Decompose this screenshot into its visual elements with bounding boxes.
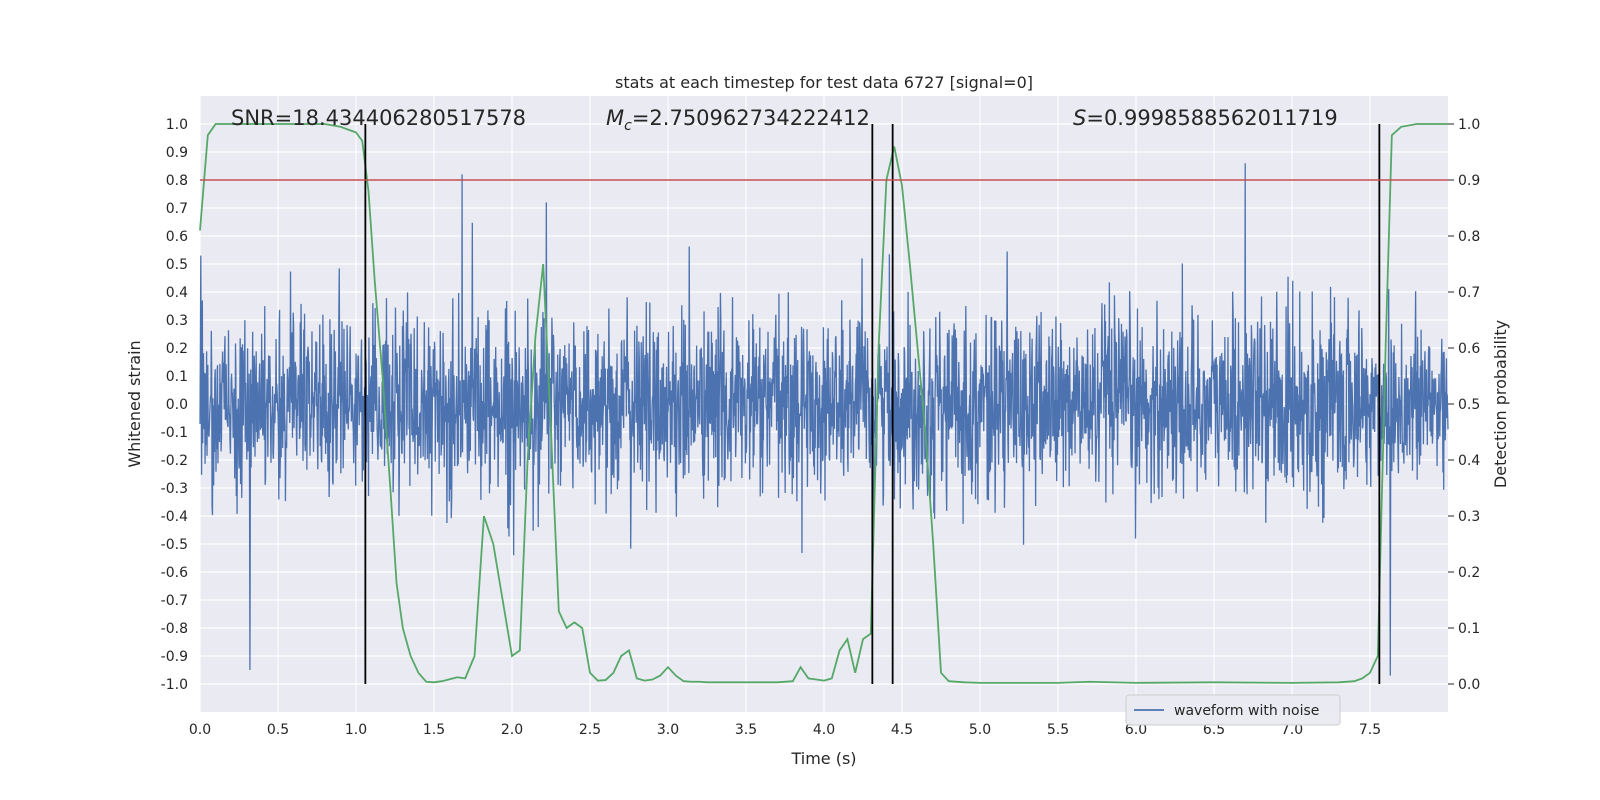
legend: waveform with noise: [1125, 694, 1341, 726]
annotation-s-value: =0.9998588562011719: [1086, 106, 1337, 130]
y-tick-label: 1.0: [166, 117, 188, 133]
y-tick-label: -0.4: [161, 509, 188, 525]
y-tick-label: 0.0: [166, 397, 188, 413]
y-tick-label: 0.2: [166, 341, 188, 357]
x-tick-label: 4.5: [891, 722, 913, 738]
x-tick-label: 6.5: [1203, 722, 1225, 738]
y-tick-label: -1.0: [161, 677, 188, 693]
x-tick-label: 0.0: [189, 722, 211, 738]
y-tick-label: -0.1: [161, 425, 188, 441]
x-tick-label: 3.5: [735, 722, 757, 738]
detection-probability-series: [199, 123, 1448, 684]
vertical-markers: [364, 124, 1381, 684]
x-tick-label: 3.0: [657, 722, 679, 738]
detection-probability-line: [199, 123, 1448, 684]
annotation-mc-sub: c: [624, 118, 632, 134]
y-tick-label: 0.5: [166, 257, 188, 273]
y2-tick-label: 0.3: [1458, 509, 1480, 525]
y-tick-label: 0.1: [166, 369, 188, 385]
y2-tick-label: 0.5: [1458, 397, 1480, 413]
y-tick-label: 0.6: [166, 229, 188, 245]
y-tick-label: 0.7: [166, 201, 188, 217]
y-tick-label: 0.4: [166, 285, 188, 301]
annotation-s-symbol: S: [1073, 106, 1086, 130]
legend-label: waveform with noise: [1174, 703, 1319, 719]
y2-tick-label: 0.7: [1458, 285, 1480, 301]
y-axis-label: Whitened strain: [125, 340, 144, 467]
x-tick-label: 4.0: [813, 722, 835, 738]
y-tick-label: -0.8: [161, 621, 188, 637]
y2-tick-label: 0.1: [1458, 621, 1480, 637]
y-tick-label: -0.2: [161, 453, 188, 469]
annotation-snr: SNR=18.434406280517578: [231, 106, 526, 130]
y2-ticks: 1.0 0.9 0.8 0.7 0.6 0.5 0.4 0.3 0.2 0.1 0.0: [1448, 117, 1480, 693]
waveform-line: [199, 163, 1449, 676]
x-tick-label: 1.0: [345, 722, 367, 738]
y-tick-label: -0.6: [161, 565, 188, 581]
x-tick-label: 5.5: [1047, 722, 1069, 738]
y2-tick-label: 0.6: [1458, 341, 1480, 357]
y-tick-label: -0.7: [161, 593, 188, 609]
y2-tick-label: 0.2: [1458, 565, 1480, 581]
y2-tick-label: 0.9: [1458, 173, 1480, 189]
y2-tick-label: 0.8: [1458, 229, 1480, 245]
y2-tick-label: 1.0: [1458, 117, 1480, 133]
y-tick-label: -0.9: [161, 649, 188, 665]
x-tick-label: 7.5: [1359, 722, 1381, 738]
x-tick-label: 5.0: [969, 722, 991, 738]
y2-axis-label: Detection probability: [1491, 320, 1510, 488]
y-tick-label: 0.8: [166, 173, 188, 189]
annotation-s: S=0.9998588562011719: [1073, 106, 1338, 130]
y-tick-label: 0.3: [166, 313, 188, 329]
x-ticks: 0.0 0.5 1.0 1.5 2.0 2.5 3.0 3.5 4.0 4.5 5.0 5.5 6.0 6…: [189, 722, 1381, 738]
y-tick-label: -0.3: [161, 481, 188, 497]
legend-box: [1125, 694, 1341, 726]
y-tick-label: 0.9: [166, 145, 188, 161]
y2-tick-label: 0.0: [1458, 677, 1480, 693]
y2-tick-label: 0.4: [1458, 453, 1480, 469]
x-tick-label: 7.0: [1281, 722, 1303, 738]
x-tick-label: 6.0: [1125, 722, 1147, 738]
x-tick-label: 2.5: [579, 722, 601, 738]
annotation-mc-value: =2.750962734222412: [632, 106, 870, 130]
x-tick-label: 1.5: [423, 722, 445, 738]
chart-title: stats at each timestep for test data 672…: [615, 73, 1033, 92]
y-ticks: 1.0 0.9 0.8 0.7 0.6 0.5 0.4 0.3 0.2 0.1 0.0 -0.1 -0.…: [161, 117, 188, 693]
annotation-mc: Mc=2.750962734222412: [606, 106, 870, 134]
y-tick-label: -0.5: [161, 537, 188, 553]
annotation-mc-symbol: M: [606, 106, 624, 130]
x-axis-label: Time (s): [790, 749, 856, 768]
x-tick-label: 0.5: [267, 722, 289, 738]
x-tick-label: 2.0: [501, 722, 523, 738]
waveform-with-noise-series: [199, 163, 1449, 676]
